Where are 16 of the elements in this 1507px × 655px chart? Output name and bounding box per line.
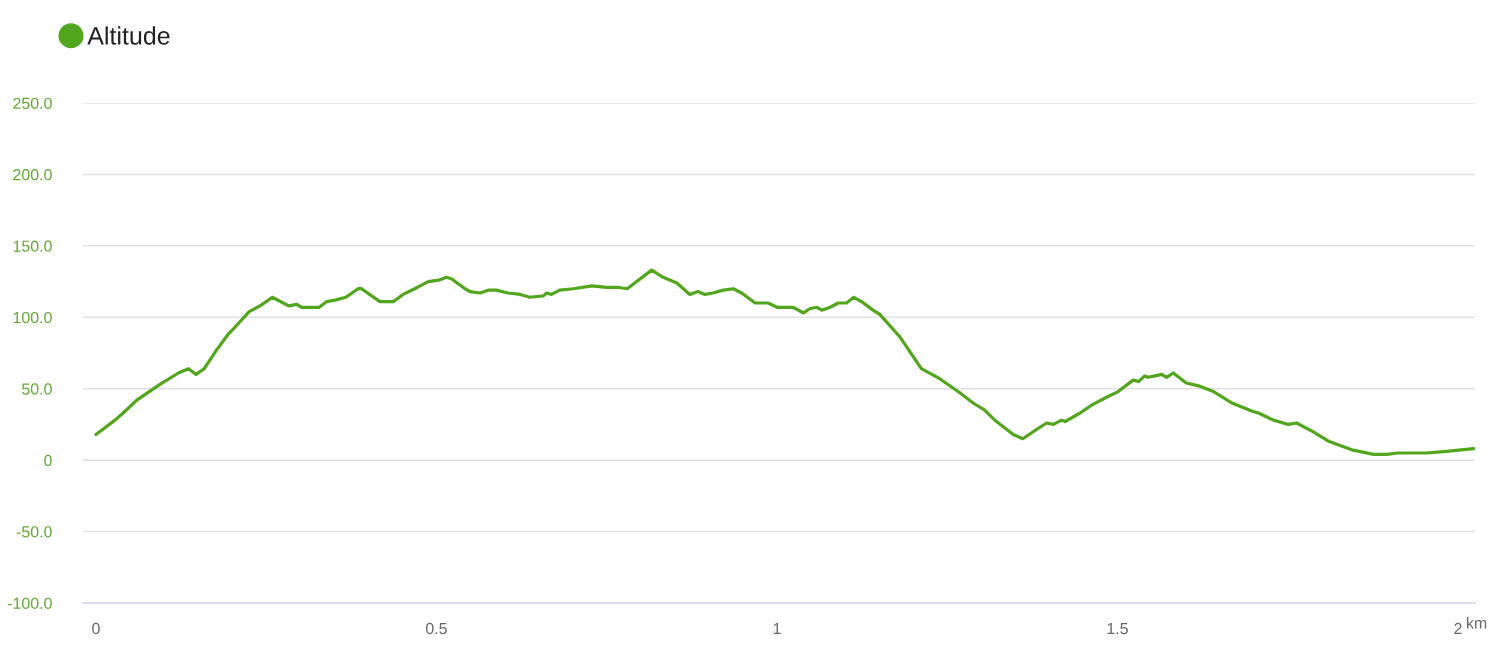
y-tick-label: 200.0 (13, 169, 52, 181)
y-tick-label: -100.0 (7, 597, 52, 609)
x-tick-label: 0 (92, 622, 100, 635)
y-tick-label: 50.0 (22, 383, 52, 395)
x-tick-label: 2 (1454, 622, 1462, 635)
line-series (94, 268, 1475, 457)
y-tick-label: 0 (44, 454, 52, 467)
legend-label: Altitude (87, 26, 170, 45)
x-tick-label: 1.5 (1107, 623, 1128, 635)
y-tick-label: 250.0 (13, 97, 52, 109)
x-tick-label: 0.5 (425, 622, 447, 635)
x-tick-label: 1 (773, 623, 781, 635)
y-tick-label: 100.0 (13, 311, 52, 324)
y-tick-label: -50.0 (16, 526, 52, 538)
x-axis-title: km (1467, 617, 1487, 629)
y-tick-label: 150.0 (13, 240, 52, 252)
